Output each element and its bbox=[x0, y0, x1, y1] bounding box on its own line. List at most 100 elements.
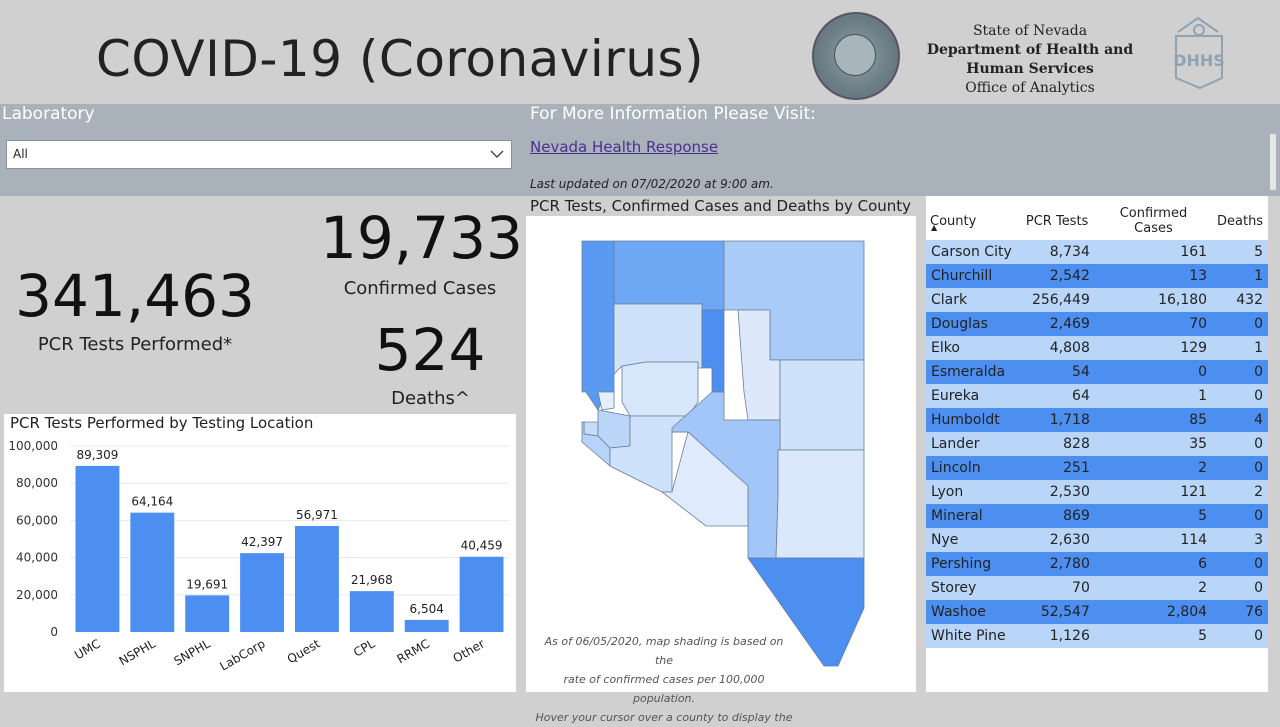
map-county-clark[interactable] bbox=[747, 557, 865, 667]
cell-deaths: 3 bbox=[1212, 528, 1268, 552]
more-info-label: For More Information Please Visit: bbox=[530, 104, 816, 124]
map-county-storey[interactable] bbox=[597, 391, 615, 411]
cell-county: Esmeralda bbox=[926, 360, 1020, 384]
cell-confirmed-cases: 0 bbox=[1094, 360, 1213, 384]
cell-confirmed-cases: 114 bbox=[1094, 528, 1213, 552]
cell-county: Washoe bbox=[926, 600, 1020, 624]
table-row[interactable]: Lincoln 251 2 0 bbox=[926, 456, 1268, 480]
col-header-county-label: County bbox=[930, 213, 977, 229]
map-county-churchill[interactable] bbox=[621, 361, 699, 417]
table-row[interactable]: Lander 828 35 0 bbox=[926, 432, 1268, 456]
table-row[interactable]: Humboldt 1,718 85 4 bbox=[926, 408, 1268, 432]
cell-deaths: 5 bbox=[1212, 240, 1268, 264]
page-title: COVID-19 (Coronavirus) bbox=[96, 30, 705, 88]
bar-chart-svg: 0 20,000 40,000 60,000 80,000 100,000 89,309 UM… bbox=[8, 439, 509, 674]
sort-ascending-icon: ▲ bbox=[931, 223, 938, 232]
cell-confirmed-cases: 1 bbox=[1094, 384, 1213, 408]
cell-confirmed-cases: 161 bbox=[1094, 240, 1213, 264]
x-tick-label: SNPHL bbox=[171, 636, 213, 668]
cell-pcr-tests: 256,449 bbox=[1019, 288, 1095, 312]
col-header-county[interactable]: County ▲ bbox=[926, 196, 1019, 240]
laboratory-label: Laboratory bbox=[2, 104, 95, 124]
cell-confirmed-cases: 2 bbox=[1094, 456, 1213, 480]
map-note-line-3: Hover your cursor over a county to displ… bbox=[535, 711, 793, 724]
map-county-douglas[interactable] bbox=[581, 421, 611, 467]
cell-deaths: 0 bbox=[1212, 576, 1268, 600]
table-row[interactable]: Storey 70 2 0 bbox=[926, 576, 1268, 600]
map-county-lincoln[interactable] bbox=[775, 449, 865, 559]
nevada-county-map bbox=[581, 240, 865, 667]
svg-text:DHHS: DHHS bbox=[1173, 51, 1225, 70]
map-county-humboldt[interactable] bbox=[613, 240, 725, 311]
x-tick-label: RRMC bbox=[395, 636, 433, 666]
x-tick-label: CPL bbox=[351, 636, 378, 659]
laboratory-dropdown[interactable]: All bbox=[6, 140, 512, 169]
table-row[interactable]: Eureka 64 1 0 bbox=[926, 384, 1268, 408]
pcr-tests-total: 341,463 bbox=[15, 262, 255, 330]
table-row[interactable]: Carson City 8,734 161 5 bbox=[926, 240, 1268, 264]
y-tick-label: 80,000 bbox=[16, 476, 58, 490]
cell-deaths: 0 bbox=[1212, 432, 1268, 456]
cell-pcr-tests: 8,734 bbox=[1019, 240, 1095, 264]
cell-county: Nye bbox=[926, 528, 1020, 552]
table-row[interactable]: Nye 2,630 114 3 bbox=[926, 528, 1268, 552]
bar-nsphl[interactable] bbox=[130, 512, 175, 632]
map-note: As of 06/05/2020, map shading is based o… bbox=[534, 632, 794, 727]
y-tick-label: 60,000 bbox=[16, 513, 58, 527]
confirmed-cases-label: Confirmed Cases bbox=[343, 278, 497, 299]
cell-county: Clark bbox=[926, 288, 1020, 312]
bar-other[interactable] bbox=[459, 556, 504, 632]
map-county-esmeralda[interactable] bbox=[660, 431, 749, 527]
cell-deaths: 0 bbox=[1212, 504, 1268, 528]
pcr-tests-label: PCR Tests Performed* bbox=[37, 334, 233, 355]
cell-pcr-tests: 64 bbox=[1019, 384, 1095, 408]
bar-cpl[interactable] bbox=[349, 591, 394, 632]
cell-deaths: 0 bbox=[1212, 384, 1268, 408]
cell-confirmed-cases: 5 bbox=[1094, 504, 1213, 528]
bar-rrmc[interactable] bbox=[404, 619, 449, 632]
agency-line-1: State of Nevada bbox=[972, 23, 1088, 39]
cell-confirmed-cases: 16,180 bbox=[1094, 288, 1213, 312]
table-row[interactable]: Churchill 2,542 13 1 bbox=[926, 264, 1268, 288]
map-county-lander[interactable] bbox=[701, 309, 725, 393]
table-row[interactable]: Washoe 52,547 2,804 76 bbox=[926, 600, 1268, 624]
table-row[interactable]: Elko 4,808 129 1 bbox=[926, 336, 1268, 360]
x-tick-label: Other bbox=[451, 636, 488, 665]
cell-pcr-tests: 4,808 bbox=[1019, 336, 1095, 360]
agency-line-4: Office of Analytics bbox=[965, 80, 1095, 96]
cell-confirmed-cases: 70 bbox=[1094, 312, 1213, 336]
table-row[interactable]: Pershing 2,780 6 0 bbox=[926, 552, 1268, 576]
table-row[interactable]: White Pine 1,126 5 0 bbox=[926, 624, 1268, 648]
cell-pcr-tests: 2,780 bbox=[1019, 552, 1095, 576]
agency-line-3: Human Services bbox=[966, 61, 1094, 77]
table-row[interactable]: Lyon 2,530 121 2 bbox=[926, 480, 1268, 504]
bar-quest[interactable] bbox=[294, 526, 339, 632]
cell-county: White Pine bbox=[926, 624, 1020, 648]
table-row[interactable]: Douglas 2,469 70 0 bbox=[926, 312, 1268, 336]
bar-snphl[interactable] bbox=[185, 595, 230, 632]
cell-county: Storey bbox=[926, 576, 1020, 600]
cell-deaths: 0 bbox=[1212, 552, 1268, 576]
cell-confirmed-cases: 13 bbox=[1094, 264, 1213, 288]
table-row[interactable]: Clark 256,449 16,180 432 bbox=[926, 288, 1268, 312]
cell-pcr-tests: 2,530 bbox=[1019, 480, 1095, 504]
data-label: 64,164 bbox=[131, 495, 173, 509]
x-tick-label: UMC bbox=[72, 636, 103, 662]
cell-county: Elko bbox=[926, 336, 1020, 360]
laboratory-selected-value: All bbox=[13, 147, 28, 161]
table-row[interactable]: Esmeralda 54 0 0 bbox=[926, 360, 1268, 384]
cell-county: Pershing bbox=[926, 552, 1020, 576]
info-scrollbar[interactable] bbox=[1270, 134, 1276, 190]
bar-umc[interactable] bbox=[75, 465, 120, 632]
bar-labcorp[interactable] bbox=[240, 553, 285, 632]
table-row[interactable]: Mineral 869 5 0 bbox=[926, 504, 1268, 528]
confirmed-cases-total: 19,733 bbox=[320, 204, 523, 272]
map-county-white-pine[interactable] bbox=[779, 359, 865, 451]
col-header-confirmed-cases[interactable]: Confirmed Cases bbox=[1119, 206, 1188, 236]
map-county-washoe[interactable] bbox=[581, 240, 615, 411]
col-header-deaths[interactable]: Deaths bbox=[1217, 213, 1264, 229]
nevada-health-response-link[interactable]: Nevada Health Response bbox=[530, 138, 719, 156]
col-header-pcr-tests[interactable]: PCR Tests bbox=[1025, 213, 1089, 229]
cell-confirmed-cases: 121 bbox=[1094, 480, 1213, 504]
x-tick-label: LabCorp bbox=[217, 636, 267, 673]
